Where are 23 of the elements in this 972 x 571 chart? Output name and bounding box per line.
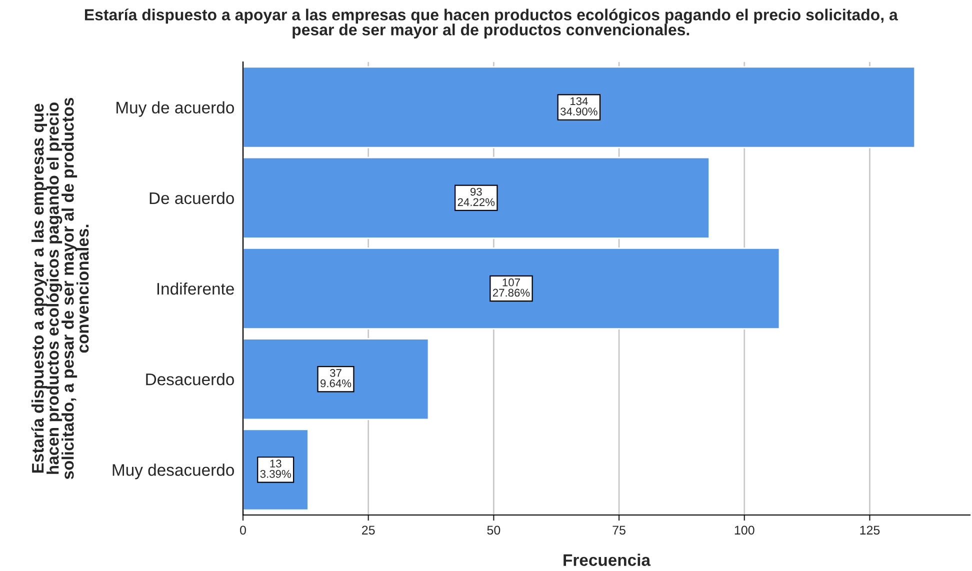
x-tick-label: 100: [734, 526, 754, 535]
chart-title: Estaría dispuesto a apoyar a las empresas que hacen productos ecológicos pagando el precio solicitado, a pesar de ser mayor al de productos convencionales.: [84, 8, 898, 39]
x-tick-label: 75: [612, 526, 626, 535]
y-tick-label: Desacuerdo: [146, 373, 234, 386]
bar: [243, 247, 780, 330]
data-label: 93 24.22%: [458, 188, 495, 206]
y-tick-label: Indiferente: [157, 282, 234, 295]
y-tick-label: Muy de acuerdo: [116, 101, 234, 117]
x-tick-label: 50: [487, 526, 500, 535]
bar: [243, 156, 710, 239]
data-label: 37 9.64%: [320, 369, 352, 388]
x-tick-label: 25: [362, 526, 375, 535]
y-tick-label: Muy desacuerdo: [112, 464, 234, 480]
data-label: 13 3.39%: [260, 460, 291, 478]
x-axis-title: Frecuencia: [564, 554, 651, 566]
x-tick-label: 125: [860, 526, 880, 535]
data-label: 134 34.90%: [560, 97, 598, 116]
x-tick-label: 0: [240, 526, 246, 535]
bar: [243, 66, 916, 148]
data-label: 107 27.86%: [492, 278, 530, 297]
y-tick-label: De acuerdo: [150, 192, 234, 204]
bar: [243, 338, 430, 420]
y-axis-title: Estaría dispuesto a apoyar a las empresas que hacen productos ecológicos pagando el precio solicitado, a pesar de ser mayor al de productos convencionales.: [31, 98, 89, 480]
